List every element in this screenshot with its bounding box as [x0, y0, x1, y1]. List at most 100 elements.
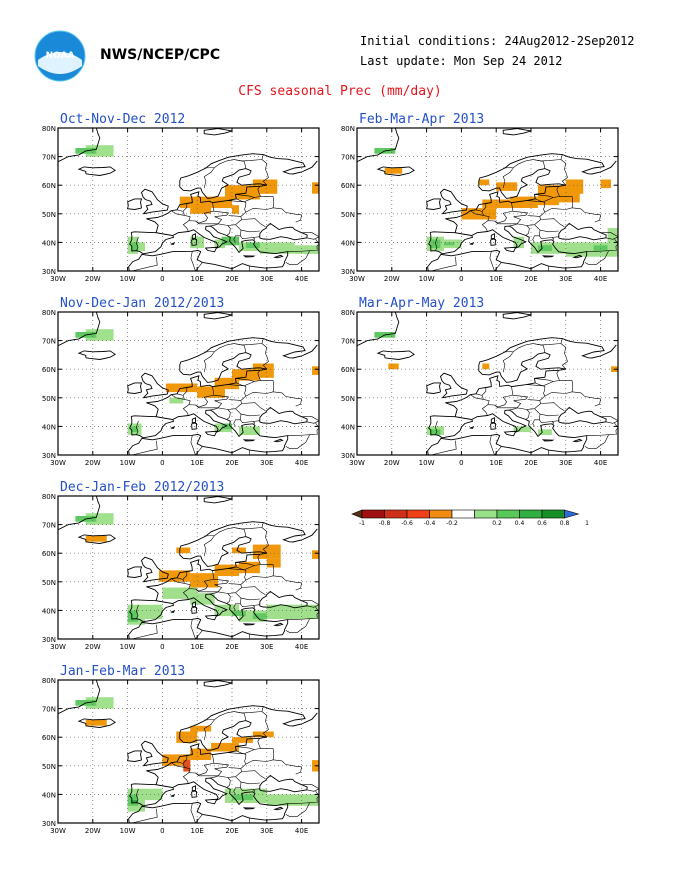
- lat-label: 70N: [341, 154, 355, 162]
- lon-label: 20W: [384, 459, 400, 467]
- panel-title-jfm: Jan-Feb-Mar 2013: [60, 664, 186, 679]
- lat-label: 40N: [341, 423, 355, 431]
- lon-label: 0: [160, 643, 164, 651]
- lon-label: 30E: [260, 275, 273, 283]
- lat-label: 30N: [42, 636, 56, 644]
- anomaly-green-2: [245, 242, 260, 249]
- anomaly-orange-1: [482, 363, 490, 370]
- last-update-text: Last update: Mon Sep 24 2012: [360, 54, 563, 68]
- anomaly-orange-0: [165, 383, 198, 393]
- lat-label: 50N: [341, 211, 355, 219]
- lon-label: 20E: [225, 827, 238, 835]
- lat-label: 40N: [42, 423, 56, 431]
- anomaly-green_light-4: [565, 242, 618, 257]
- anomaly-green_light-7: [85, 513, 114, 525]
- anomaly-orange-3: [225, 185, 260, 200]
- lat-label: 40N: [341, 239, 355, 247]
- anomaly-green_light-6: [294, 245, 319, 254]
- lat-label: 60N: [42, 734, 56, 742]
- lon-label: 30W: [50, 827, 66, 835]
- anomaly-green_dark-0: [131, 800, 139, 803]
- noaa-logo-text: NOAA: [46, 51, 75, 61]
- lat-label: 50N: [341, 395, 355, 403]
- colorbar-segment: [496, 509, 520, 519]
- anomaly-orange-7: [252, 544, 281, 559]
- anomaly-orange-6: [312, 182, 319, 194]
- anomaly-orange-2: [482, 199, 511, 209]
- anomaly-orange-5: [211, 742, 239, 752]
- coastlines-jfm: [58, 680, 319, 823]
- anomaly-green-1: [221, 236, 239, 246]
- lon-label: 0: [160, 827, 164, 835]
- lat-label: 70N: [42, 154, 56, 162]
- anomaly-shading-ond: [75, 145, 319, 254]
- noaa-logo: NOAA: [34, 30, 86, 82]
- anomaly-green_light-4: [85, 697, 114, 709]
- lat-label: 60N: [42, 366, 56, 374]
- colorbar-label: 0.2: [492, 520, 502, 527]
- lat-label: 40N: [42, 607, 56, 615]
- anomaly-orange-1: [158, 570, 191, 582]
- anomaly-orange-5: [176, 547, 191, 554]
- lat-label: 30N: [341, 268, 355, 276]
- lon-label: 10W: [120, 643, 136, 651]
- anomaly-green_light-2: [538, 429, 552, 435]
- colorbar-arrow-left: [351, 509, 363, 519]
- anomaly-orange-9: [600, 179, 611, 189]
- anomaly-orange-7: [496, 182, 518, 191]
- colorbar-label: -0.2: [446, 520, 458, 527]
- lon-label: 30W: [50, 643, 66, 651]
- anomaly-orange-3: [510, 196, 538, 208]
- anomaly-green-0: [430, 429, 441, 435]
- lon-label: 0: [459, 459, 463, 467]
- map-frame-djf: [57, 495, 320, 640]
- anomaly-orange-4: [252, 179, 278, 194]
- anomaly-green-1: [444, 242, 455, 246]
- panel-title-fma: Feb-Mar-Apr 2013: [359, 112, 485, 127]
- borders-djf: [132, 522, 319, 639]
- lon-label: 30E: [559, 275, 572, 283]
- lat-label: 30N: [42, 820, 56, 828]
- anomaly-orange-2: [211, 196, 232, 208]
- lon-label: 40E: [295, 643, 308, 651]
- lat-label: 30N: [341, 452, 355, 460]
- lat-label: 60N: [42, 550, 56, 558]
- lat-label: 60N: [341, 182, 355, 190]
- anomaly-green-2: [538, 245, 552, 251]
- anomaly-green_light-3: [214, 239, 225, 249]
- anomaly-green-0: [131, 426, 139, 433]
- coastlines-djf: [58, 496, 319, 639]
- anomaly-orange-1: [197, 386, 225, 398]
- lon-label: 10E: [191, 827, 204, 835]
- lat-label: 70N: [42, 338, 56, 346]
- panel-title-djf: Dec-Jan-Feb 2012/2013: [60, 480, 225, 495]
- anomaly-orange-3: [162, 754, 191, 766]
- anomaly-green_light-3: [239, 426, 260, 435]
- lon-label: 10W: [120, 459, 136, 467]
- anomaly-green_light-4: [85, 329, 114, 341]
- lon-label: 10W: [419, 459, 435, 467]
- lon-label: 20W: [384, 275, 400, 283]
- anomaly-green_light-1: [138, 242, 145, 251]
- anomaly-orange-6: [565, 179, 584, 194]
- anomaly-orange-7: [252, 731, 274, 738]
- lon-label: 10E: [191, 643, 204, 651]
- lon-label: 30E: [260, 827, 273, 835]
- colorbar-label: 1: [585, 520, 589, 527]
- map-frame-mam: [356, 311, 619, 456]
- colorbar-label: -0.6: [401, 520, 413, 527]
- lat-label: 40N: [42, 791, 56, 799]
- panel-title-ndj: Nov-Dec-Jan 2012/2013: [60, 296, 225, 311]
- lon-label: 10E: [490, 275, 503, 283]
- agency-name: NWS/NCEP/CPC: [100, 47, 221, 63]
- lon-label: 40E: [295, 459, 308, 467]
- anomaly-orange-6: [232, 737, 253, 743]
- lon-label: 30W: [349, 275, 365, 283]
- lon-label: 40E: [594, 275, 607, 283]
- anomaly-green_light-1: [145, 604, 163, 619]
- anomaly-orange-5: [312, 366, 319, 375]
